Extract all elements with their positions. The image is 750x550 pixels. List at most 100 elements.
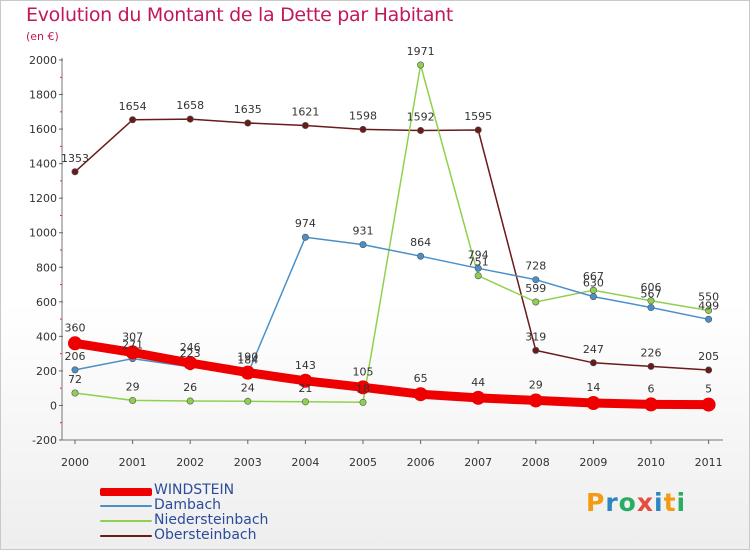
data-point-niedersteinbach bbox=[647, 297, 655, 305]
y-tick-label: 0 bbox=[50, 399, 57, 412]
data-point-windstein bbox=[240, 365, 255, 380]
data-point-windstein bbox=[471, 390, 486, 405]
data-point-niedersteinbach bbox=[532, 298, 540, 306]
data-label-niedersteinbach: 72 bbox=[68, 373, 82, 386]
data-label-niedersteinbach: 1971 bbox=[407, 45, 435, 58]
data-point-niedersteinbach bbox=[474, 272, 482, 280]
data-point-windstein bbox=[125, 345, 140, 360]
data-label-windstein: 246 bbox=[180, 341, 201, 354]
data-point-windstein bbox=[413, 387, 428, 402]
data-label-windstein: 29 bbox=[529, 378, 543, 391]
data-point-niedersteinbach bbox=[417, 61, 425, 69]
data-point-obersteinbach bbox=[589, 359, 597, 367]
data-label-obersteinbach: 1595 bbox=[464, 110, 492, 123]
logo-letter: r bbox=[605, 488, 619, 517]
data-label-obersteinbach: 1592 bbox=[407, 110, 435, 123]
data-label-niedersteinbach: 21 bbox=[298, 382, 312, 395]
data-label-obersteinbach: 1635 bbox=[234, 103, 262, 116]
x-tick-label: 2008 bbox=[522, 456, 550, 469]
data-point-dambach bbox=[647, 304, 655, 312]
data-point-dambach bbox=[71, 366, 79, 374]
legend-label-obersteinbach: Obersteinbach bbox=[154, 527, 257, 543]
data-point-niedersteinbach bbox=[705, 306, 713, 314]
legend-swatch-dambach bbox=[100, 505, 152, 507]
data-point-obersteinbach bbox=[129, 116, 137, 124]
data-label-obersteinbach: 247 bbox=[583, 343, 604, 356]
logo-letter: t bbox=[663, 488, 677, 517]
data-point-niedersteinbach bbox=[71, 389, 79, 397]
x-tick-label: 2006 bbox=[407, 456, 435, 469]
data-label-niedersteinbach: 667 bbox=[583, 270, 604, 283]
data-label-windstein: 65 bbox=[414, 372, 428, 385]
legend-label-windstein: WINDSTEIN bbox=[154, 482, 235, 498]
logo-letter: i bbox=[654, 488, 664, 517]
data-point-dambach bbox=[417, 252, 425, 260]
logo-letter: o bbox=[618, 488, 637, 517]
data-point-obersteinbach bbox=[647, 362, 655, 370]
y-tick-label: 400 bbox=[36, 330, 57, 343]
proxiti-logo: Proxiti bbox=[586, 488, 686, 517]
data-point-dambach bbox=[301, 233, 309, 241]
y-tick-label: 600 bbox=[36, 296, 57, 309]
y-tick-label: 1000 bbox=[29, 227, 57, 240]
data-label-obersteinbach: 1658 bbox=[176, 99, 204, 112]
data-label-obersteinbach: 1621 bbox=[291, 105, 319, 118]
legend-swatch-windstein bbox=[100, 488, 152, 496]
legend-swatch-niedersteinbach bbox=[100, 520, 152, 522]
data-label-dambach: 567 bbox=[641, 288, 662, 301]
data-point-windstein bbox=[644, 397, 658, 412]
data-point-niedersteinbach bbox=[186, 397, 194, 405]
data-label-niedersteinbach: 599 bbox=[525, 282, 546, 295]
data-label-dambach: 271 bbox=[122, 339, 143, 352]
data-point-dambach bbox=[589, 293, 597, 301]
y-tick-label: 1600 bbox=[29, 123, 57, 136]
x-tick-label: 2002 bbox=[176, 456, 204, 469]
data-point-windstein bbox=[68, 336, 82, 351]
y-tick-label: 1800 bbox=[29, 89, 57, 102]
data-label-obersteinbach: 1598 bbox=[349, 109, 377, 122]
data-point-dambach bbox=[474, 264, 482, 272]
data-label-niedersteinbach: 606 bbox=[641, 281, 662, 294]
y-tick-label: 1400 bbox=[29, 158, 57, 171]
data-label-obersteinbach: 1654 bbox=[119, 100, 147, 113]
series-line-windstein bbox=[70, 338, 714, 410]
data-point-windstein bbox=[701, 397, 716, 412]
logo-letter: x bbox=[636, 488, 654, 517]
data-label-niedersteinbach: 18 bbox=[356, 382, 370, 395]
data-label-dambach: 794 bbox=[468, 248, 489, 261]
y-tick-label: 1200 bbox=[29, 192, 57, 205]
data-point-obersteinbach bbox=[71, 168, 79, 176]
data-label-windstein: 105 bbox=[353, 365, 374, 378]
data-point-obersteinbach bbox=[532, 346, 540, 354]
data-point-windstein bbox=[528, 393, 543, 408]
data-label-windstein: 360 bbox=[65, 321, 86, 334]
y-tick-label: 800 bbox=[36, 261, 57, 274]
data-label-obersteinbach: 1353 bbox=[61, 152, 89, 165]
data-label-windstein: 44 bbox=[471, 376, 485, 389]
data-label-windstein: 143 bbox=[295, 359, 316, 372]
data-label-windstein: 6 bbox=[648, 382, 655, 395]
data-point-obersteinbach bbox=[417, 126, 425, 134]
data-label-dambach: 184 bbox=[237, 354, 258, 367]
data-point-obersteinbach bbox=[705, 366, 713, 374]
logo-letter: i bbox=[676, 488, 687, 517]
x-tick-label: 2005 bbox=[349, 456, 377, 469]
y-tick-label: 200 bbox=[36, 365, 57, 378]
data-point-obersteinbach bbox=[301, 121, 309, 129]
data-label-niedersteinbach: 29 bbox=[126, 380, 140, 393]
data-point-obersteinbach bbox=[359, 125, 367, 133]
x-tick-label: 2004 bbox=[291, 456, 319, 469]
series-line-obersteinbach bbox=[74, 118, 710, 371]
data-point-obersteinbach bbox=[186, 115, 194, 123]
data-label-dambach: 206 bbox=[65, 350, 86, 363]
data-point-obersteinbach bbox=[474, 126, 482, 134]
x-tick-label: 2007 bbox=[464, 456, 492, 469]
data-label-niedersteinbach: 26 bbox=[183, 381, 197, 394]
x-tick-label: 2000 bbox=[61, 456, 89, 469]
logo-letter: P bbox=[586, 488, 606, 517]
data-point-niedersteinbach bbox=[359, 398, 367, 406]
data-label-windstein: 14 bbox=[586, 381, 600, 394]
data-label-dambach: 974 bbox=[295, 217, 316, 230]
